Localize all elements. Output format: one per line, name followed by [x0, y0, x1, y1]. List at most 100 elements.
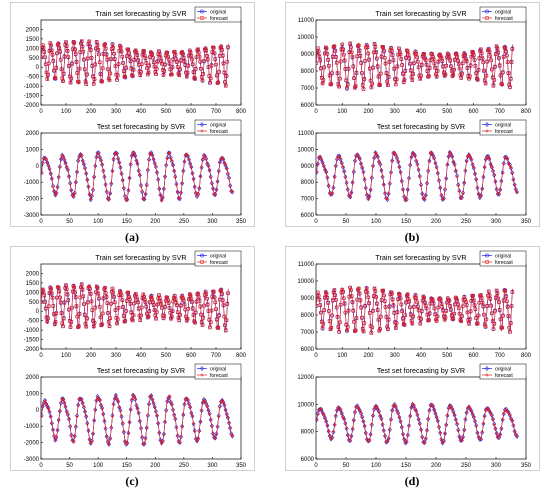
point-forecast [119, 293, 124, 297]
point-forecast [98, 315, 103, 320]
plot-area [40, 132, 242, 216]
point-forecast [156, 178, 160, 182]
point-forecast [205, 404, 209, 408]
caption-a: (a) [125, 230, 139, 244]
point-forecast [356, 44, 360, 48]
point-forecast [136, 407, 140, 411]
point-forecast [134, 295, 139, 299]
point-forecast [431, 154, 435, 158]
point-forecast [498, 73, 503, 77]
point-forecast [423, 441, 427, 445]
legend-label-original: original [210, 123, 226, 129]
point-forecast [365, 193, 369, 197]
y-tick-label: 9000 [301, 52, 315, 58]
point-forecast [367, 438, 371, 442]
point-forecast [387, 436, 391, 440]
point-forecast [69, 320, 73, 324]
point-forecast [87, 284, 91, 289]
point-forecast [476, 321, 480, 326]
point-forecast [433, 411, 437, 415]
point-original [475, 430, 480, 436]
point-forecast [86, 184, 90, 188]
point-forecast [431, 404, 435, 408]
point-forecast [331, 55, 335, 59]
point-original [85, 177, 90, 183]
point-forecast [348, 438, 352, 442]
point-forecast [457, 306, 461, 310]
point-forecast [499, 325, 504, 329]
point-forecast [387, 60, 392, 64]
point-forecast [463, 417, 467, 421]
point-forecast [174, 426, 178, 430]
point-forecast [355, 405, 359, 409]
point-forecast [342, 417, 346, 421]
point-forecast [113, 308, 118, 312]
point-forecast [375, 302, 379, 306]
point-forecast [93, 63, 97, 67]
point-original [324, 418, 329, 424]
x-tick-label: 0 [39, 219, 43, 225]
point-forecast [62, 71, 66, 76]
point-forecast [345, 180, 349, 184]
point-forecast [221, 298, 225, 303]
point-forecast [351, 180, 355, 184]
point-forecast [121, 61, 125, 65]
point-forecast [479, 194, 483, 198]
point-forecast [107, 198, 111, 202]
x-tick-label: 350 [521, 463, 532, 469]
point-forecast [322, 413, 326, 417]
point-forecast [357, 43, 361, 48]
point-forecast [92, 175, 96, 179]
point-forecast [348, 41, 352, 45]
point-forecast [439, 193, 443, 197]
point-forecast [509, 321, 513, 326]
point-forecast [47, 49, 52, 53]
point-original [476, 191, 481, 197]
point-forecast [322, 65, 326, 70]
point-forecast [336, 325, 341, 330]
y-tick-label: 0 [36, 65, 40, 71]
point-forecast [400, 425, 404, 429]
point-forecast [328, 434, 332, 438]
point-forecast [316, 304, 318, 308]
point-forecast [142, 197, 146, 201]
point-forecast [333, 49, 337, 53]
point-forecast [451, 72, 455, 76]
legend-label-forecast: forecast [495, 260, 513, 266]
point-forecast [469, 299, 474, 303]
point-forecast [45, 161, 49, 165]
point-forecast [192, 421, 196, 425]
panel-c: Train set forecasting by SVR 0 100 200 300 40… [10, 246, 255, 471]
point-forecast [200, 408, 204, 412]
point-forecast [505, 305, 510, 309]
point-forecast [352, 320, 356, 324]
x-tick-label: 0 [39, 463, 43, 469]
x-tick-label: 600 [186, 353, 197, 359]
point-original [63, 160, 68, 166]
point-forecast [440, 305, 444, 309]
point-forecast [322, 308, 326, 312]
point-forecast [134, 292, 138, 296]
point-forecast [125, 299, 129, 303]
point-forecast [502, 162, 506, 166]
x-tick-label: 250 [461, 219, 472, 225]
point-forecast [193, 321, 197, 325]
point-forecast [455, 422, 459, 426]
point-forecast [204, 49, 208, 53]
point-forecast [41, 171, 44, 175]
chart-title: Train set forecasting by SVR [95, 9, 186, 18]
point-forecast [92, 324, 96, 328]
point-forecast [96, 292, 100, 296]
point-forecast [47, 61, 51, 66]
y-tick-label: 8000 [301, 313, 315, 319]
point-original [134, 158, 139, 164]
point-forecast [95, 286, 100, 291]
point-forecast [439, 437, 443, 441]
point-forecast [394, 153, 398, 157]
point-forecast [97, 296, 101, 300]
point-forecast [119, 45, 123, 49]
point-original [209, 180, 214, 186]
point-forecast [433, 65, 437, 70]
point-forecast [155, 60, 160, 64]
point-forecast [338, 59, 343, 64]
